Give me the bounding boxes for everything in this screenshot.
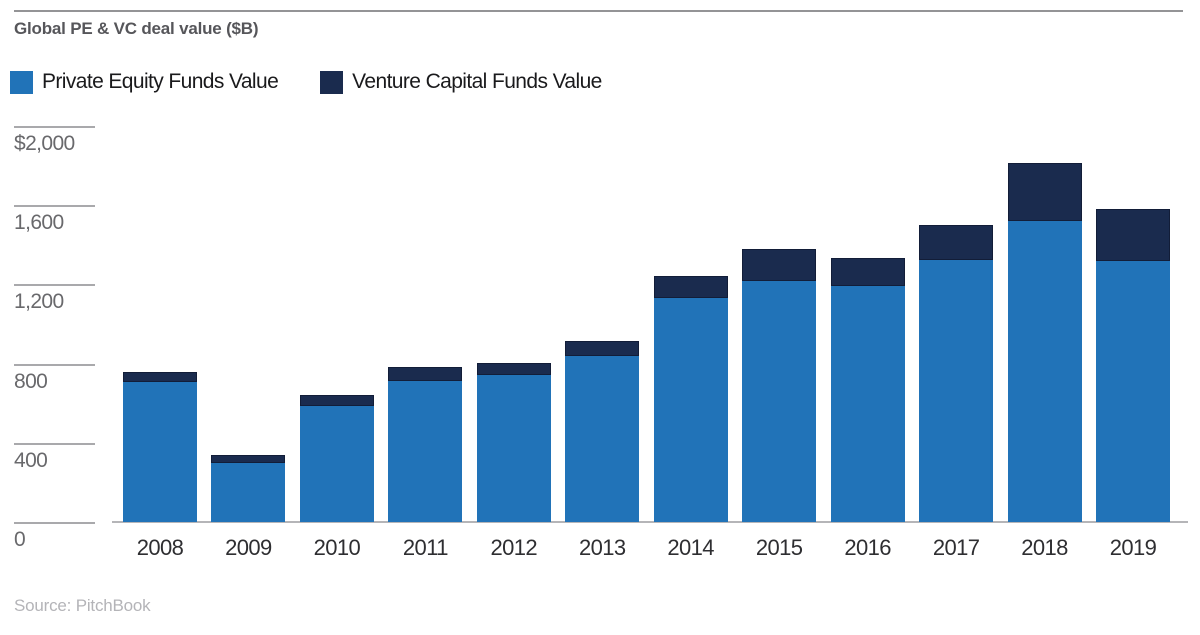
- bar-segment-private-equity: [211, 462, 286, 522]
- bar-segment-private-equity: [476, 374, 551, 522]
- legend-swatch-icon: [320, 70, 344, 94]
- y-tick-line: [14, 284, 95, 287]
- y-tick-label: 800: [14, 369, 48, 393]
- y-tick-label: 1,600: [14, 211, 64, 235]
- x-tick-label: 2012: [490, 535, 538, 560]
- legend-item-pe: Private Equity Funds Value: [10, 70, 279, 94]
- bar-segment-venture-capital: [653, 275, 728, 299]
- source-caption: Source: PitchBook: [14, 596, 151, 615]
- bar-2011: [388, 366, 463, 522]
- bar-segment-venture-capital: [1007, 163, 1082, 222]
- chart-title: Global PE & VC deal value ($B): [14, 19, 259, 38]
- bar-2008: [123, 371, 197, 522]
- header-divider: [14, 10, 1183, 12]
- bar-segment-private-equity: [123, 382, 197, 522]
- bar-segment-private-equity: [830, 286, 905, 522]
- bar-2015: [742, 248, 817, 522]
- x-tick-label: 2018: [1021, 535, 1068, 560]
- bar-segment-private-equity: [388, 380, 463, 522]
- x-tick-label: 2011: [402, 535, 449, 560]
- y-tick-line: [14, 126, 95, 128]
- bar-segment-private-equity: [919, 259, 994, 522]
- stacked-bar-chart: 0 400 800 1,200 1,600 $2,000 2008 2009 2010 2011 2…: [0, 110, 1200, 575]
- legend-label: Venture Capital Funds Value: [352, 70, 602, 93]
- x-tick-label: 2009: [225, 535, 272, 560]
- bar-2013: [565, 341, 640, 522]
- y-tick-line: [14, 205, 95, 208]
- bar-2016: [830, 257, 905, 522]
- bar-2014: [653, 275, 728, 522]
- x-tick-label: 2015: [755, 535, 803, 560]
- bar-segment-private-equity: [742, 281, 817, 522]
- bar-2012: [476, 362, 551, 522]
- bar-segment-private-equity: [1096, 260, 1170, 522]
- x-axis-line: [112, 521, 1188, 523]
- legend-label: Private Equity Funds Value: [42, 70, 279, 93]
- bar-segment-venture-capital: [742, 248, 817, 282]
- bar-segment-private-equity: [565, 355, 640, 522]
- bar-segment-private-equity: [653, 298, 728, 522]
- bar-segment-venture-capital: [211, 454, 286, 463]
- bar-segment-venture-capital: [1096, 209, 1170, 261]
- bar-2010: [299, 395, 374, 522]
- y-tick-line: [14, 442, 95, 445]
- chart-legend: Private Equity Funds Value Venture Capita…: [10, 70, 602, 94]
- y-tick-label: 400: [14, 448, 48, 472]
- x-tick-label: 2013: [579, 535, 626, 560]
- bar-2009: [211, 454, 286, 522]
- bar-2019: [1096, 209, 1170, 522]
- bar-segment-venture-capital: [299, 395, 374, 407]
- y-tick-label: $2,000: [14, 132, 75, 155]
- bar-segment-private-equity: [299, 406, 374, 522]
- y-tick-label: 0: [14, 528, 26, 551]
- bar-segment-venture-capital: [919, 224, 994, 260]
- bar-segment-private-equity: [1007, 221, 1082, 522]
- bar-2017: [919, 224, 994, 522]
- y-tick-label: 1,200: [14, 290, 64, 314]
- x-tick-label: 2019: [1109, 535, 1157, 560]
- bar-segment-venture-capital: [123, 371, 197, 383]
- x-tick-label: 2014: [667, 535, 714, 560]
- y-tick-line: [14, 363, 95, 366]
- y-tick-line: [14, 522, 95, 524]
- x-tick-label: 2008: [136, 535, 184, 560]
- x-tick-label: 2010: [313, 535, 361, 560]
- legend-swatch-icon: [10, 70, 33, 94]
- x-tick-label: 2016: [844, 535, 891, 560]
- legend-item-vc: Venture Capital Funds Value: [320, 70, 602, 94]
- bar-segment-venture-capital: [830, 257, 905, 287]
- bar-segment-venture-capital: [565, 341, 640, 356]
- x-tick-label: 2017: [932, 535, 980, 560]
- bar-segment-venture-capital: [388, 366, 463, 381]
- bar-2018: [1007, 163, 1082, 522]
- bar-segment-venture-capital: [476, 362, 551, 375]
